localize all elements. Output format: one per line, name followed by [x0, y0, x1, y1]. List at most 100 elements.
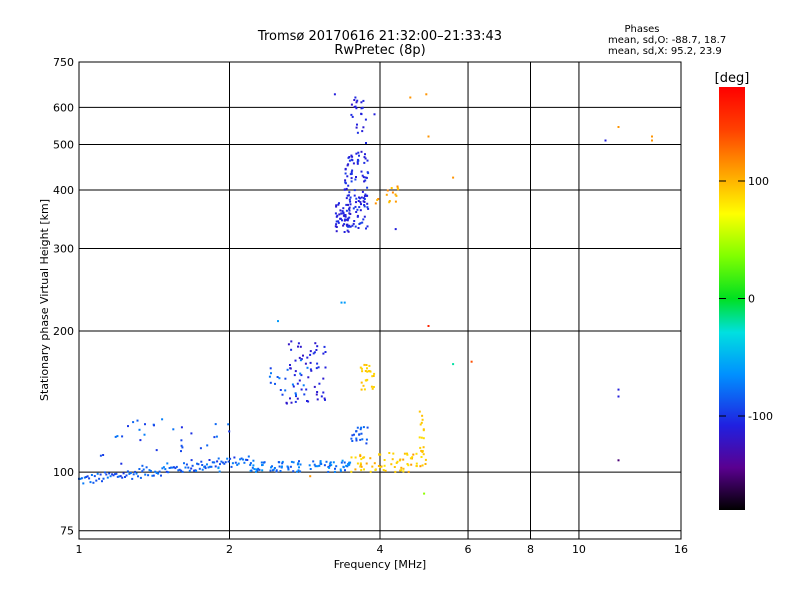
data-point: [379, 466, 382, 469]
data-point: [349, 203, 352, 206]
data-point: [365, 462, 368, 465]
data-point: [230, 465, 233, 468]
data-point: [348, 191, 351, 194]
data-point: [361, 106, 364, 109]
data-point: [361, 190, 364, 193]
data-point: [316, 345, 319, 348]
data-point: [90, 474, 93, 476]
data-point: [344, 215, 347, 218]
data-point: [362, 99, 365, 102]
data-point: [88, 477, 91, 480]
data-point: [281, 465, 283, 468]
data-point: [258, 468, 261, 471]
data-point: [424, 463, 427, 465]
data-point: [325, 460, 328, 463]
data-point: [139, 476, 142, 479]
data-point: [297, 342, 300, 345]
data-point: [315, 367, 318, 370]
data-point: [334, 212, 337, 215]
data-point: [354, 456, 357, 459]
data-point: [229, 457, 232, 460]
data-point: [187, 466, 190, 469]
data-point: [151, 474, 154, 477]
data-point: [188, 469, 191, 472]
data-point: [210, 465, 213, 468]
data-point: [155, 472, 158, 474]
x-tick-label: 10: [572, 543, 586, 556]
data-point: [167, 471, 170, 474]
data-point: [302, 384, 305, 387]
data-point: [340, 301, 343, 304]
data-point: [296, 470, 298, 473]
data-point: [420, 436, 423, 439]
data-point: [249, 463, 252, 466]
data-point: [206, 463, 208, 466]
data-point: [320, 463, 323, 465]
data-point: [206, 444, 209, 447]
data-point: [208, 465, 211, 468]
data-point: [355, 152, 358, 155]
data-point: [362, 456, 365, 459]
data-point: [273, 467, 276, 469]
data-point: [313, 351, 316, 354]
data-point: [319, 460, 322, 463]
data-point: [99, 473, 102, 476]
data-point: [407, 470, 410, 473]
data-point: [226, 457, 229, 460]
data-point: [121, 435, 124, 438]
data-point: [237, 462, 240, 465]
data-point: [409, 457, 412, 460]
data-point: [421, 464, 424, 467]
data-point: [366, 426, 369, 429]
data-point: [346, 164, 349, 167]
data-point: [312, 352, 315, 355]
data-point: [292, 385, 295, 388]
data-point: [354, 205, 357, 208]
data-point: [364, 176, 367, 179]
data-point: [385, 193, 388, 196]
data-point: [95, 479, 98, 482]
data-point: [291, 383, 294, 386]
data-point: [114, 435, 117, 438]
data-point: [351, 169, 354, 172]
data-point: [388, 200, 391, 202]
data-point: [363, 198, 366, 200]
data-point: [138, 468, 141, 470]
data-point: [362, 176, 365, 179]
data-point: [344, 179, 347, 182]
data-point: [131, 477, 134, 480]
data-point: [364, 179, 367, 182]
data-point: [136, 419, 139, 422]
data-point: [103, 471, 106, 474]
data-point: [303, 393, 306, 396]
data-point: [344, 172, 347, 175]
data-point: [363, 363, 366, 366]
data-point: [360, 367, 363, 370]
data-point: [320, 395, 323, 398]
data-point: [394, 470, 397, 473]
data-point: [355, 197, 358, 200]
data-point: [296, 382, 299, 385]
data-point: [204, 465, 207, 468]
data-point: [342, 214, 345, 217]
data-point: [359, 465, 362, 468]
data-point: [294, 359, 297, 362]
data-point: [190, 459, 193, 462]
data-point: [360, 388, 363, 391]
data-point: [350, 470, 353, 473]
data-point: [295, 395, 297, 398]
data-point: [255, 468, 258, 471]
data-point: [275, 469, 278, 472]
data-point: [356, 99, 359, 102]
data-point: [363, 388, 366, 391]
x-tick-label: 2: [226, 543, 233, 556]
data-point: [125, 474, 128, 477]
data-point: [358, 154, 360, 157]
data-point: [275, 470, 278, 473]
data-point: [309, 468, 312, 470]
phase-stats-title: Phases: [624, 24, 659, 35]
data-point: [297, 462, 300, 465]
data-point: [278, 465, 281, 468]
data-point: [406, 463, 409, 465]
